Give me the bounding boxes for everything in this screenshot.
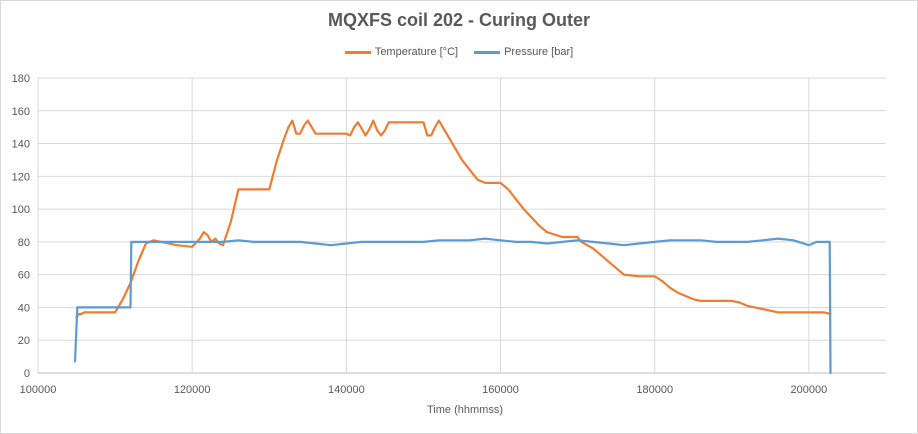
legend-swatch-pressure bbox=[474, 50, 501, 54]
x-tick-label: 180000 bbox=[636, 384, 673, 396]
pressure-series-line bbox=[73, 237, 832, 375]
y-tick-label: 160 bbox=[12, 106, 30, 118]
series-layer bbox=[73, 119, 832, 375]
y-tick-label: 100 bbox=[12, 204, 30, 216]
y-tick-label: 60 bbox=[18, 270, 30, 282]
legend: Temperature [°C] Pressure [bar] bbox=[0, 46, 918, 58]
y-tick-label: 80 bbox=[18, 237, 30, 249]
tick-labels: 0 20 40 60 80 100 120 140 160 180 100000 120000 1400… bbox=[12, 73, 828, 396]
y-tick-label: 120 bbox=[12, 171, 30, 183]
legend-item-temperature: Temperature [°C] bbox=[344, 46, 459, 58]
y-tick-label: 40 bbox=[18, 302, 30, 314]
legend-label-temperature: Temperature [°C] bbox=[374, 46, 459, 58]
legend-label-pressure: Pressure [bar] bbox=[504, 46, 574, 58]
x-tick-label: 140000 bbox=[328, 384, 365, 396]
x-tick-label: 200000 bbox=[791, 384, 828, 396]
y-tick-label: 0 bbox=[24, 368, 30, 380]
y-tick-label: 140 bbox=[12, 139, 30, 151]
y-tick-label: 180 bbox=[12, 73, 30, 85]
x-tick-label: 100000 bbox=[20, 384, 57, 396]
legend-item-pressure: Pressure [bar] bbox=[474, 46, 573, 58]
gridlines bbox=[37, 77, 886, 374]
temperature-series-line bbox=[75, 119, 832, 319]
chart-title: MQXFS coil 202 - Curing Outer bbox=[327, 10, 591, 30]
legend-swatch-temperature bbox=[344, 50, 371, 54]
x-axis-title: Time (hhmmss) bbox=[427, 404, 503, 416]
x-tick-label: 120000 bbox=[174, 384, 211, 396]
y-tick-label: 20 bbox=[18, 335, 30, 347]
x-tick-label: 160000 bbox=[482, 384, 519, 396]
